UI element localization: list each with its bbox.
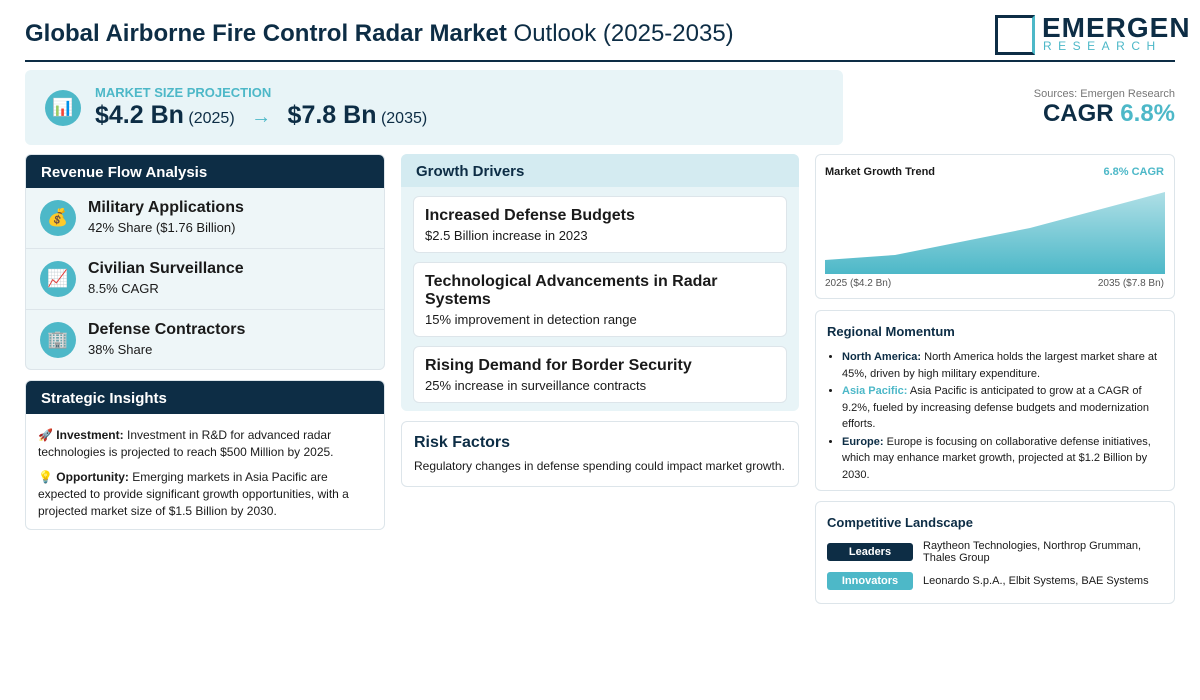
driver-name: Increased Defense Budgets	[425, 207, 635, 224]
trend-end: 2035 ($7.8 Bn)	[1097, 278, 1164, 289]
trend-area	[825, 192, 1165, 274]
logo-sub: RESEARCH	[1043, 39, 1162, 53]
item-detail: 42% Share ($1.76 Billion)	[88, 220, 236, 235]
tier: Leaders Raytheon Technologies, Northrop G…	[827, 540, 1163, 564]
revenue-flow: Revenue Flow Analysis 💰 Military Applicat…	[25, 154, 385, 370]
driver-detail: 25% increase in surveillance contracts	[425, 378, 647, 393]
insight-text: Investment in R&D for advanced radar tec…	[38, 428, 334, 459]
regional-momentum: Regional Momentum North America: North A…	[815, 310, 1175, 491]
logo-main: EMERGEN	[1042, 12, 1191, 43]
panel-title: Growth Drivers	[401, 154, 799, 187]
panel-title: Regional Momentum	[827, 324, 955, 339]
rule	[25, 60, 1175, 62]
revenue-item: 📈 Civilian Surveillance 8.5% CAGR	[26, 249, 384, 310]
region-name: North America:	[842, 351, 922, 363]
panel-title: Risk Factors	[414, 434, 511, 451]
item-name: Military Applications	[88, 199, 244, 216]
region: Asia Pacific: Asia Pacific is anticipate…	[842, 383, 1163, 433]
tier-badge: Innovators	[827, 572, 913, 590]
region-text: Asia Pacific is anticipated to grow at a…	[842, 385, 1149, 430]
region-name: Asia Pacific:	[842, 385, 908, 397]
insight: 🚀 Investment: Investment in R&D for adva…	[38, 428, 334, 459]
projection: 📊 MARKET SIZE PROJECTION $4.2 Bn (2025) …	[25, 70, 843, 145]
region-text: Europe is focusing on collaborative defe…	[842, 435, 1151, 481]
risk-text: Regulatory changes in defense spending c…	[414, 459, 785, 473]
growth-trend: Market Growth Trend 6.8% CAGR 2025 ($4.2…	[815, 154, 1175, 299]
tier-badge: Leaders	[827, 543, 913, 561]
tier-companies: Raytheon Technologies, Northrop Grumman,…	[923, 540, 1142, 564]
driver-detail: 15% improvement in detection range	[425, 312, 637, 327]
insight-text: Emerging markets in Asia Pacific are exp…	[38, 470, 349, 518]
insight-label: Opportunity:	[56, 470, 129, 484]
cagr-label: CAGR	[1042, 100, 1114, 127]
region: North America: North America holds the l…	[842, 349, 1163, 382]
revenue-item: 🏢 Defense Contractors 38% Share	[26, 310, 384, 369]
title-rest: Outlook (2025-2035)	[513, 20, 734, 47]
start-year: (2025)	[188, 110, 235, 127]
risk-factors: Risk Factors Regulatory changes in defen…	[401, 421, 799, 487]
item-icon: 💰	[40, 200, 76, 236]
driver-detail: $2.5 Billion increase in 2023	[425, 228, 588, 243]
trend-start: 2025 ($4.2 Bn)	[825, 278, 892, 289]
panel-title: Strategic Insights	[26, 381, 384, 414]
region-text: North America holds the largest market s…	[842, 351, 1158, 380]
item-detail: 38% Share	[88, 342, 153, 357]
trend-title: Market Growth Trend	[825, 166, 936, 178]
end-value: $7.8 Bn	[287, 101, 377, 129]
item-name: Defense Contractors	[88, 321, 246, 338]
title: Global Airborne Fire Control Radar Marke…	[25, 20, 734, 48]
source: Sources: Emergen Research	[1033, 88, 1175, 100]
competitive-landscape: Competitive Landscape Leaders Raytheon Te…	[815, 501, 1175, 604]
trend-badge: 6.8% CAGR	[1103, 166, 1164, 178]
driver-name: Technological Advancements in Radar Syst…	[425, 273, 718, 308]
revenue-item: 💰 Military Applications 42% Share ($1.76 B…	[26, 188, 384, 249]
driver: Increased Defense Budgets $2.5 Billion in…	[413, 196, 787, 253]
area	[825, 192, 1165, 274]
start-value: $4.2 Bn	[95, 101, 184, 129]
cagr-value: 6.8%	[1120, 100, 1175, 127]
cagr: CAGR 6.8%	[1043, 100, 1175, 128]
projection-values: $4.2 Bn (2025) → $7.8 Bn (2035)	[95, 101, 428, 129]
region: Europe: Europe is focusing on collaborat…	[842, 434, 1163, 484]
title-bold: Global Airborne Fire Control Radar Marke…	[25, 20, 507, 47]
driver: Rising Demand for Border Security 25% inc…	[413, 346, 787, 403]
panel-title: Revenue Flow Analysis	[26, 155, 384, 188]
item-name: Civilian Surveillance	[88, 260, 244, 277]
driver: Technological Advancements in Radar Syst…	[413, 262, 787, 337]
logo-mark	[995, 15, 1035, 55]
panel-title: Competitive Landscape	[827, 515, 973, 530]
insight: 💡 Opportunity: Emerging markets in Asia …	[38, 470, 349, 518]
region-name: Europe:	[842, 435, 884, 448]
insight-label: Investment:	[56, 428, 124, 442]
item-icon: 🏢	[40, 322, 76, 358]
driver-name: Rising Demand for Border Security	[425, 357, 692, 374]
item-detail: 8.5% CAGR	[88, 281, 159, 296]
end-year: (2035)	[380, 110, 428, 127]
tier-companies: Leonardo S.p.A., Elbit Systems, BAE Syst…	[923, 575, 1149, 587]
growth-drivers: Growth Drivers Increased Defense Budgets…	[401, 154, 799, 411]
projection-icon: 📊	[45, 90, 81, 126]
item-icon: 📈	[40, 261, 76, 297]
tier: Innovators Leonardo S.p.A., Elbit Systems…	[827, 572, 1163, 590]
projection-label: MARKET SIZE PROJECTION	[95, 85, 272, 100]
strategic-insights: Strategic Insights 🚀 Investment: Investm…	[25, 380, 385, 530]
